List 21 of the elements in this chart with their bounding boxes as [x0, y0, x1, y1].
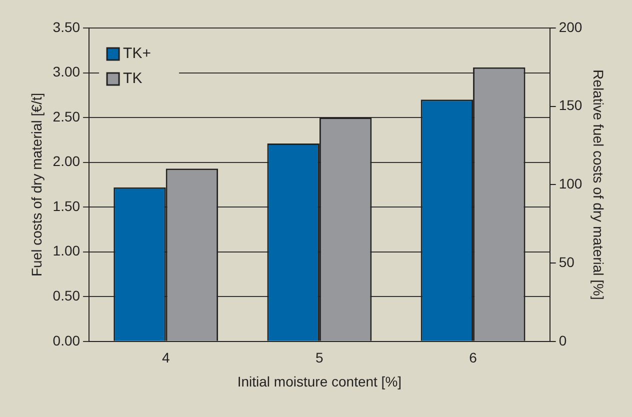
legend-label: TK+	[123, 45, 152, 62]
x-axis-title: Initial moisture content [%]	[237, 373, 402, 390]
y2-axis-title: Relative fuel costs of dry material [%]	[590, 70, 607, 300]
y2-tick-label: 200	[558, 18, 582, 35]
y-tick-label: 2.50	[52, 108, 80, 124]
y2-tick-label: 0	[558, 332, 567, 348]
y2-tick-label: 100	[558, 176, 582, 192]
y-tick-label: 1.00	[52, 242, 80, 259]
legend-label: TK	[123, 70, 142, 88]
y2-tick-label: 150	[558, 97, 582, 114]
y-tick-label: 3.00	[52, 64, 80, 80]
y-tick-label: 0.00	[52, 332, 80, 348]
x-tick-label: 6	[469, 350, 478, 366]
x-tick-label: 4	[162, 350, 170, 366]
y-tick-label: 0.50	[52, 287, 80, 304]
y-tick-label: 3.50	[52, 18, 80, 35]
y-axis-title: Fuel costs of dry material [€/t]	[28, 92, 44, 277]
x-tick-label: 5	[316, 350, 324, 366]
y-tick-label: 2.00	[52, 153, 80, 170]
y-tick-label: 1.50	[52, 198, 80, 214]
y2-tick-label: 50	[558, 254, 575, 270]
